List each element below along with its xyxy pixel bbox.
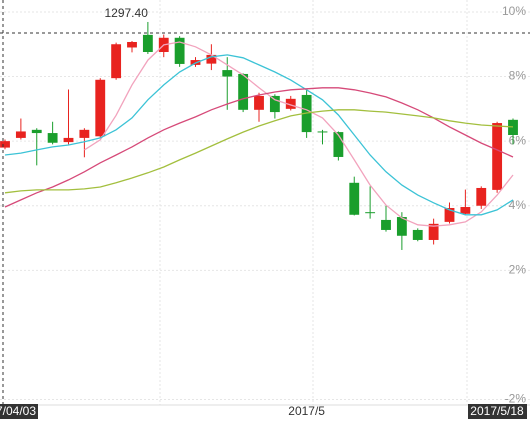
x-label-box <box>468 404 527 419</box>
candle-body <box>269 95 280 113</box>
candle-body <box>238 73 249 110</box>
candle-body <box>174 37 185 64</box>
x-label-box <box>0 404 38 419</box>
candle-body <box>476 187 487 206</box>
candle-body <box>428 223 439 240</box>
ma-line <box>4 109 514 194</box>
x-tick-label: 2017/5 <box>288 404 325 418</box>
candle-body <box>111 44 122 79</box>
x-tick-label: 2017/5/18 <box>470 404 524 418</box>
candle-body <box>396 217 407 236</box>
y-tick-label: -2% <box>505 392 527 406</box>
y-tick-label: 4% <box>509 198 527 212</box>
candle-body <box>349 182 360 215</box>
candle-body <box>508 119 518 135</box>
candle-body <box>444 207 455 222</box>
candle-body <box>63 137 74 143</box>
y-tick-label: 6% <box>509 133 527 147</box>
candle-body <box>95 79 106 137</box>
candle-body <box>412 229 423 240</box>
candle-body <box>285 98 296 109</box>
candle-body <box>0 141 10 148</box>
candle-body <box>365 212 376 214</box>
y-tick-label: 10% <box>502 4 526 18</box>
candle-body <box>381 219 391 230</box>
candle-body <box>206 54 217 64</box>
y-tick-label: 2% <box>509 262 527 276</box>
candle-body <box>127 41 137 48</box>
candle-body <box>31 129 42 134</box>
vertical-grid <box>159 0 468 405</box>
candle-body <box>460 207 471 214</box>
candle-body <box>492 123 503 190</box>
max-annotation: 1297.40 <box>104 6 148 20</box>
candle-body <box>47 133 58 143</box>
ma-line <box>4 87 514 208</box>
candle-body <box>254 95 264 110</box>
candle-body <box>317 131 328 133</box>
candle-body <box>142 34 153 52</box>
ma-line <box>4 54 514 216</box>
candle-body <box>15 131 26 138</box>
candle-body <box>79 129 90 138</box>
candle-body <box>333 132 344 157</box>
ma-line <box>84 41 514 227</box>
candle-body <box>222 70 233 77</box>
y-tick-label: 8% <box>509 69 527 83</box>
x-tick-label: 2017/04/03 <box>0 404 36 418</box>
